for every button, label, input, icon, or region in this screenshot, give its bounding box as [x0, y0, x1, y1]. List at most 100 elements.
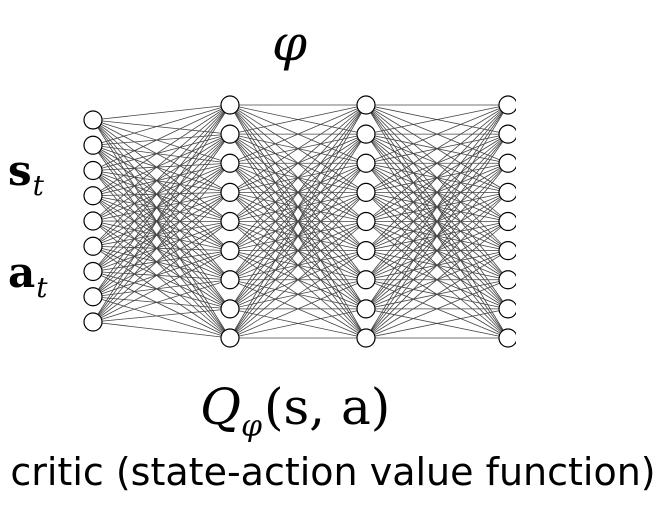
edge	[92, 221, 231, 272]
neuron-node	[356, 299, 376, 319]
edge	[365, 192, 509, 339]
edge	[92, 119, 231, 135]
edge	[92, 144, 231, 310]
neuron-node	[356, 328, 376, 348]
neuron-node	[356, 270, 376, 290]
edge	[92, 104, 231, 222]
edge	[92, 104, 231, 272]
neuron-node	[498, 124, 518, 144]
edge	[92, 119, 231, 281]
edge	[92, 104, 231, 146]
edge	[92, 170, 231, 222]
neuron-node	[83, 261, 103, 282]
edge	[365, 133, 509, 339]
q-arguments: (s, a)	[264, 378, 391, 436]
edge	[365, 279, 509, 339]
edge	[229, 250, 367, 339]
edge	[365, 104, 509, 193]
edge	[92, 192, 231, 247]
neuron-node	[83, 186, 103, 206]
edge	[92, 144, 231, 281]
neuron-node	[356, 124, 376, 144]
action-subscript: t	[36, 271, 48, 304]
edge	[92, 144, 231, 251]
edge	[365, 162, 509, 339]
edge	[92, 133, 231, 247]
neuron-node	[83, 135, 103, 155]
edge	[92, 271, 231, 281]
edge	[92, 133, 231, 298]
edge	[92, 162, 231, 323]
neuron-node	[356, 241, 376, 261]
neuron-node	[83, 160, 103, 181]
parameter-symbol: φ	[272, 14, 308, 72]
edge	[92, 245, 231, 252]
edge	[92, 195, 231, 281]
crop-mask	[516, 90, 666, 350]
neuron-node	[498, 299, 518, 319]
layer-1	[83, 110, 103, 332]
q-symbol: Q	[200, 378, 241, 436]
edge	[92, 104, 231, 323]
neuron-node	[220, 182, 240, 202]
neuron-node	[83, 110, 103, 130]
edge	[365, 221, 509, 339]
neuron-node	[83, 312, 103, 332]
edge	[92, 104, 231, 297]
edge	[92, 133, 231, 171]
edge	[229, 104, 367, 193]
edge	[92, 250, 231, 272]
neuron-node	[498, 241, 518, 261]
edge	[229, 163, 367, 339]
state-input-label: st	[8, 146, 44, 202]
edge	[92, 170, 231, 193]
edge	[92, 220, 231, 310]
edge	[92, 133, 231, 222]
edge	[229, 104, 367, 310]
edge	[92, 245, 231, 310]
edge	[92, 192, 231, 298]
edge	[92, 192, 231, 272]
connection-edges	[92, 104, 509, 339]
edge	[92, 250, 231, 298]
neuron-node	[220, 95, 240, 115]
edge	[92, 119, 231, 310]
edge	[92, 162, 231, 197]
action-symbol: a	[8, 248, 36, 297]
edge	[92, 162, 231, 171]
edge	[92, 271, 231, 310]
edge	[92, 133, 231, 197]
edge	[92, 192, 231, 323]
edge	[92, 296, 231, 310]
neuron-node	[220, 153, 240, 173]
edge	[92, 195, 231, 251]
state-symbol: s	[8, 146, 32, 195]
edge	[365, 104, 509, 310]
edge	[229, 279, 367, 339]
edge	[92, 170, 231, 339]
edge	[92, 170, 231, 310]
neuron-node	[498, 182, 518, 202]
edge	[92, 221, 231, 247]
edge	[92, 162, 231, 247]
neuron-node	[83, 236, 103, 256]
edge	[92, 145, 231, 339]
edge	[229, 104, 367, 339]
edge	[365, 104, 509, 222]
edge	[92, 245, 231, 339]
neuron-node	[356, 153, 376, 173]
edge	[92, 191, 231, 222]
edge	[92, 104, 231, 247]
edge	[92, 162, 231, 298]
edge	[92, 162, 231, 222]
edge	[229, 104, 367, 280]
neuron-node	[498, 270, 518, 290]
edge	[92, 195, 231, 222]
edge	[92, 104, 231, 197]
neuron-node	[498, 211, 518, 232]
edge	[92, 308, 231, 323]
action-input-label: at	[8, 248, 47, 304]
state-subscript: t	[32, 169, 44, 202]
